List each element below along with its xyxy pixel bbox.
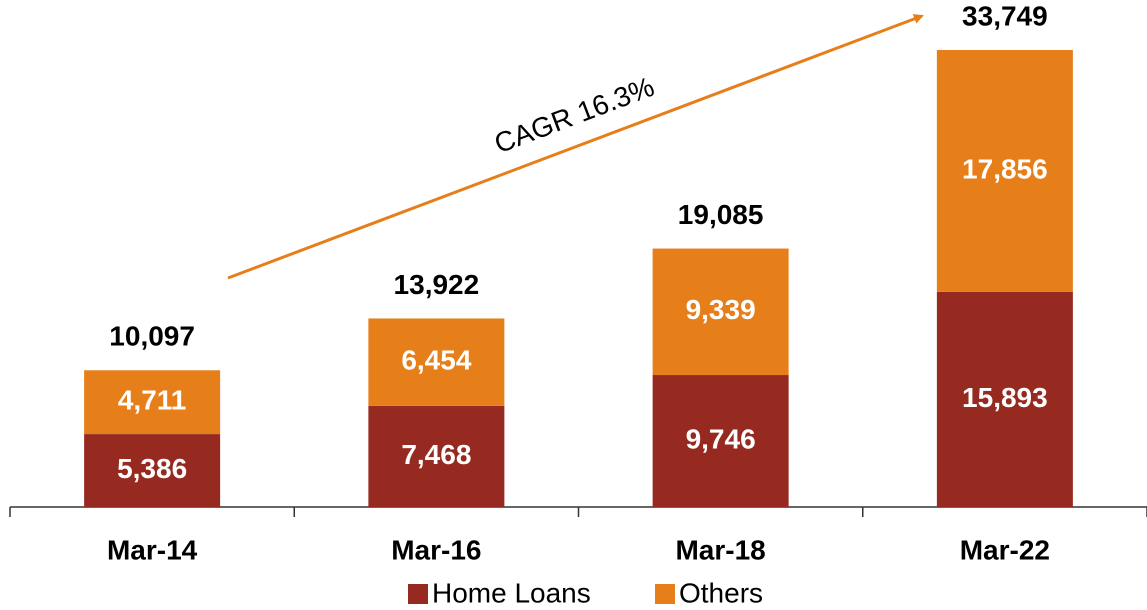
total-label: 13,922 [394,269,480,300]
bar-segment [368,318,505,406]
total-label: 33,749 [962,0,1048,31]
segment-label: 7,468 [401,439,471,470]
cagr-arrow [227,14,924,280]
x-tick-label: Mar-22 [960,534,1050,565]
legend-label: Others [679,577,763,608]
legend-label: Home Loans [432,577,591,608]
bar-segment [936,50,1073,292]
segment-label: 5,386 [117,453,187,484]
x-tick-label: Mar-14 [107,534,198,565]
x-tick-label: Mar-18 [675,534,765,565]
bar-segment [84,434,221,507]
legend-swatch [408,584,428,604]
bar-segment [936,291,1073,507]
bar-segment [84,370,221,435]
segment-label: 9,746 [686,423,756,454]
segment-label: 6,454 [401,345,471,376]
x-tick-label: Mar-16 [391,534,481,565]
segment-label: 17,856 [962,153,1048,184]
total-label: 19,085 [678,199,764,230]
bar-segment [652,375,789,507]
total-label: 10,097 [109,321,195,352]
legend-swatch [655,584,675,604]
bar-segment [368,405,505,507]
segment-label: 15,893 [962,382,1048,413]
bar-segment [652,248,789,376]
segment-label: 9,339 [686,294,756,325]
segment-label: 4,711 [118,385,187,416]
